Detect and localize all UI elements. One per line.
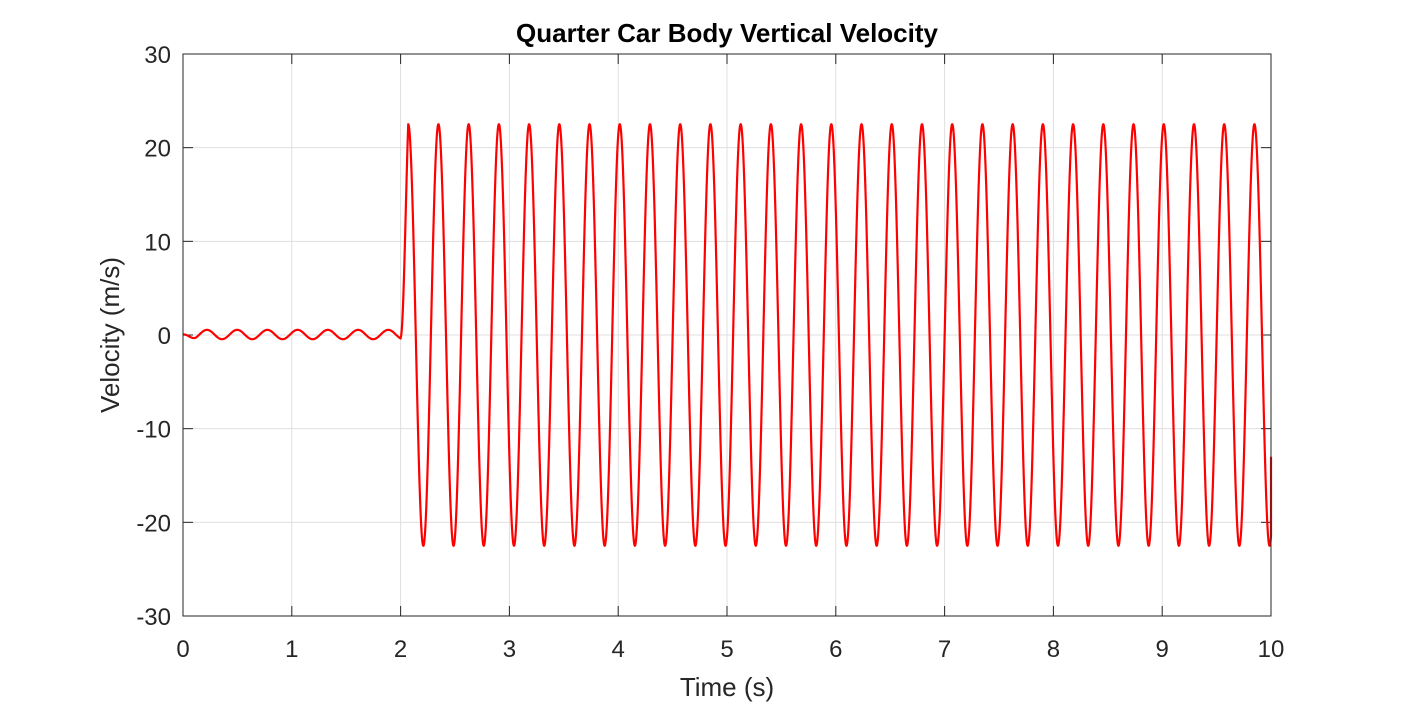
series-line-velocity	[182, 123, 1273, 547]
chart-title: Quarter Car Body Vertical Velocity	[516, 18, 938, 48]
y-tick-label: 30	[144, 42, 171, 69]
x-tick-label: 1	[285, 636, 298, 663]
x-tick-label: 6	[829, 636, 842, 663]
y-tick-label: -20	[136, 510, 171, 537]
y-tick-label: 0	[158, 323, 171, 350]
x-tick-label: 5	[720, 636, 733, 663]
y-tick-label: 20	[144, 136, 171, 163]
x-axis-label: Time (s)	[680, 672, 774, 702]
x-tick-label: 7	[938, 636, 951, 663]
x-tick-label: 10	[1258, 636, 1285, 663]
x-tick-label: 3	[503, 636, 516, 663]
axes-frame	[182, 53, 1272, 617]
x-tick-label: 4	[612, 636, 625, 663]
x-tick-label: 8	[1047, 636, 1060, 663]
y-tick-label: -10	[136, 417, 171, 444]
y-tick-labels: -30 -20 -10 0 10 20 30	[136, 42, 171, 631]
x-tick-label: 0	[176, 636, 189, 663]
x-tick-labels: 0 1 2 3 4 5 6 7 8 9 10	[176, 636, 1284, 663]
y-axis-label: Velocity (m/s)	[95, 257, 125, 413]
x-tick-label: 9	[1156, 636, 1169, 663]
y-tick-label: -30	[136, 604, 171, 631]
x-tick-label: 2	[394, 636, 407, 663]
y-tick-label: 10	[144, 229, 171, 256]
